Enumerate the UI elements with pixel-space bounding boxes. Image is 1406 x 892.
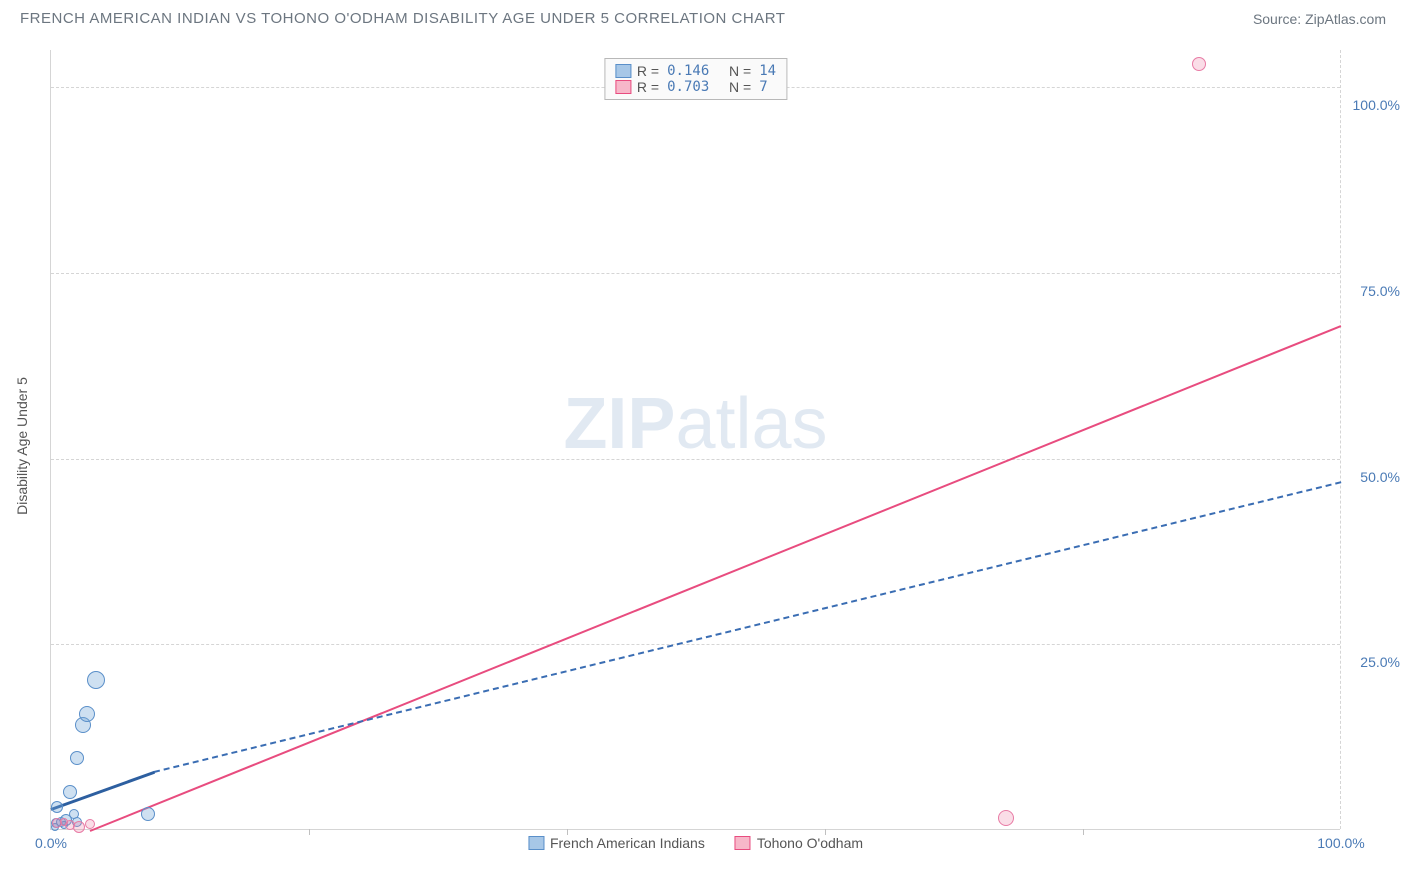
x-minor-tick — [1083, 829, 1084, 835]
data-point — [79, 706, 95, 722]
data-point — [85, 819, 95, 829]
data-point — [51, 801, 63, 813]
data-point — [998, 810, 1014, 826]
data-point — [70, 751, 84, 765]
source-attribution: Source: ZipAtlas.com — [1253, 11, 1386, 27]
x-minor-tick — [309, 829, 310, 835]
chart-header: FRENCH AMERICAN INDIAN VS TOHONO O'ODHAM… — [0, 0, 1406, 35]
chart-plot-area: ZIPatlas R =0.146 N =14R =0.703 N = 7 Fr… — [50, 50, 1340, 830]
legend-r-label: R = — [637, 79, 659, 95]
legend-label: Tohono O'odham — [757, 835, 863, 851]
data-point — [87, 671, 105, 689]
x-tick-label: 100.0% — [1317, 835, 1364, 851]
data-point — [69, 809, 79, 819]
legend-n-label: N = — [729, 79, 751, 95]
y-tick-label: 100.0% — [1353, 97, 1400, 113]
gridline-v — [1340, 50, 1341, 829]
correlation-legend: R = 0.146 N = 14 R = 0.703 N = 7 — [604, 58, 787, 100]
y-tick-label: 25.0% — [1360, 654, 1400, 670]
gridline-h — [51, 644, 1340, 645]
data-point — [1192, 57, 1206, 71]
gridline-h — [51, 459, 1340, 460]
series-legend: French American Indians Tohono O'odham — [528, 835, 863, 851]
legend-r-value: 0.703 — [667, 79, 709, 95]
data-point — [63, 785, 77, 799]
legend-swatch — [615, 80, 631, 94]
legend-n-value: 14 — [759, 63, 776, 79]
x-minor-tick — [567, 829, 568, 835]
legend-swatch — [615, 64, 631, 78]
legend-swatch — [735, 836, 751, 850]
x-tick-label: 0.0% — [35, 835, 67, 851]
legend-n-value: 7 — [759, 79, 767, 95]
x-minor-tick — [825, 829, 826, 835]
data-point — [60, 818, 68, 826]
trend-line — [154, 481, 1341, 773]
legend-r-label: R = — [637, 63, 659, 79]
legend-row: R = 0.146 N = 14 — [615, 63, 776, 79]
trend-line — [89, 325, 1341, 832]
y-axis-label: Disability Age Under 5 — [14, 377, 30, 515]
legend-row: R = 0.703 N = 7 — [615, 79, 776, 95]
legend-n-label: N = — [729, 63, 751, 79]
legend-swatch — [528, 836, 544, 850]
legend-item: French American Indians — [528, 835, 705, 851]
y-tick-label: 50.0% — [1360, 469, 1400, 485]
gridline-h — [51, 273, 1340, 274]
legend-label: French American Indians — [550, 835, 705, 851]
data-point — [141, 807, 155, 821]
legend-item: Tohono O'odham — [735, 835, 863, 851]
data-point — [73, 821, 85, 833]
watermark: ZIPatlas — [563, 383, 827, 465]
y-tick-label: 75.0% — [1360, 283, 1400, 299]
chart-title: FRENCH AMERICAN INDIAN VS TOHONO O'ODHAM… — [20, 10, 785, 27]
legend-r-value: 0.146 — [667, 63, 709, 79]
